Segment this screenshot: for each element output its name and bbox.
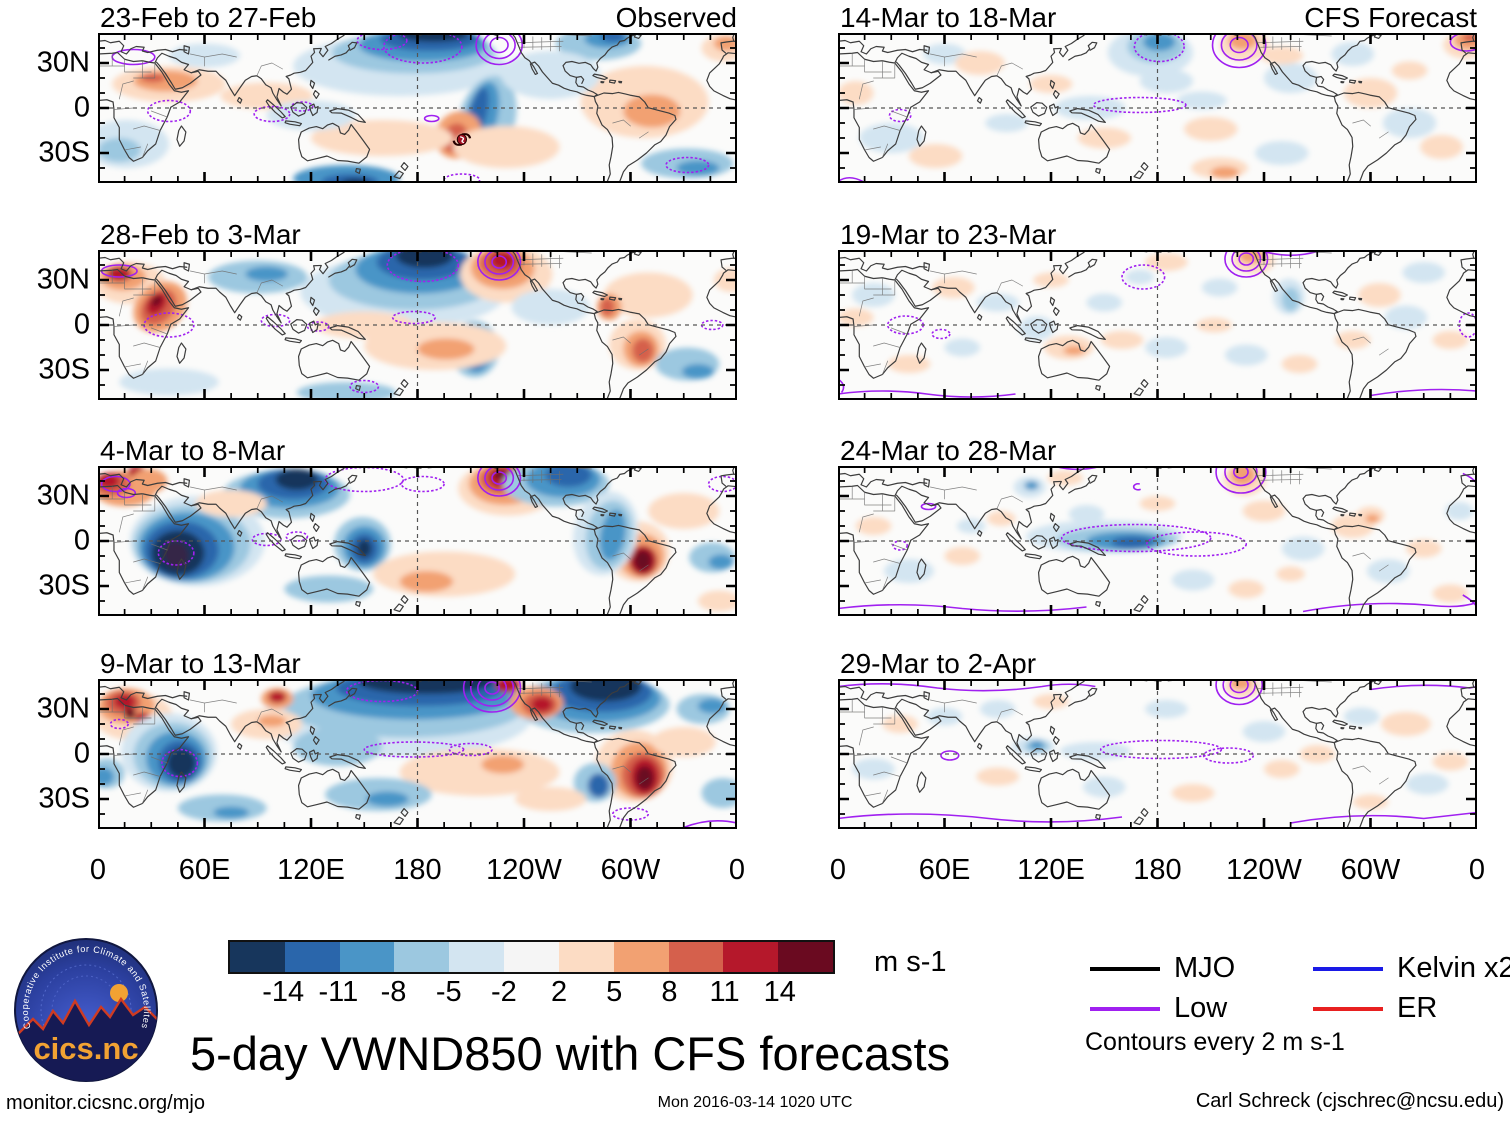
y-axis-labels: 30N 0 30S [10,33,90,183]
colorbar-level-label: 11 [709,976,740,1008]
map-panel-observed-3 [98,466,737,616]
legend-label: MJO [1174,952,1236,984]
colorbar-swatch [284,942,340,972]
x-tick-label: 120E [277,854,345,886]
y-tick-label: 30N [36,479,90,512]
colorbar-swatch [230,942,285,972]
y-tick-label: 0 [73,524,90,557]
tropical-cyclone-icon [452,133,472,146]
legend-item-low: Low [1090,992,1227,1025]
x-tick-label: 60E [178,854,231,886]
y-axis-labels: 30N 0 30S [10,679,90,829]
panel-right-label: CFS Forecast [1304,2,1477,33]
legend-label: Low [1174,992,1228,1024]
x-tick-label: 0 [728,854,746,886]
footer-timestamp: Mon 2016-03-14 1020 UTC [657,1094,853,1111]
map-panel-observed-1 [98,33,737,183]
y-tick-label: 0 [73,308,90,341]
y-tick-label: 0 [73,91,90,124]
x-tick-label: 0 [1468,854,1486,886]
map-panel-observed-4 [98,679,737,829]
x-tick-label: 120E [1017,854,1085,886]
map-panel-forecast-2 [838,250,1477,400]
y-tick-label: 30N [36,46,90,79]
colorbar-swatch [668,942,724,972]
panel-title: 19-Mar to 23-Mar [840,219,1057,250]
logo-name-text: cics.nc [33,1031,138,1066]
colorbar-level-label: 8 [661,976,678,1008]
x-tick-label: 60E [918,854,971,886]
x-tick-label: 180 [1133,854,1182,886]
legend-item-er: ER [1313,992,1437,1025]
panel-title: 14-Mar to 18-Mar [840,2,1057,33]
x-tick-label: 120W [1226,854,1302,886]
x-tick-label: 60W [600,854,661,886]
colorbar-swatch [449,942,505,972]
colorbar-swatch [778,942,833,972]
y-tick-label: 30S [38,353,90,386]
x-axis-labels-right: 0 60E 120E 180 120W 60W 0 [830,848,1485,890]
colorbar-level-label: -14 [262,976,305,1008]
x-tick-label: 180 [393,854,442,886]
y-tick-label: 0 [73,737,90,770]
map-panel-forecast-4 [838,679,1477,829]
y-axis-labels: 30N 0 30S [10,250,90,400]
panel-title: 9-Mar to 13-Mar [100,648,301,679]
x-tick-label: 0 [829,854,847,886]
panel-title: 24-Mar to 28-Mar [840,435,1057,466]
colorbar-level-label: 14 [763,976,796,1008]
y-axis-labels: 30N 0 30S [10,466,90,616]
colorbar: -14 -11 -8 -5 -2 2 5 8 11 14 [228,940,835,1010]
x-axis-labels-left: 0 60E 120E 180 120W 60W 0 [90,848,745,890]
colorbar-swatch [558,942,614,972]
legend-line [1313,1006,1383,1011]
map-panel-observed-2 [98,250,737,400]
panel-right-label: Observed [615,2,737,33]
figure-title: 5-day VWND850 with CFS forecasts [190,1027,951,1080]
colorbar-swatch [504,942,559,972]
colorbar-swatch [723,942,779,972]
colorbar-level-label: -2 [490,976,517,1008]
cicsnc-logo: Cooperative Institute for Climate and Sa… [14,938,158,1082]
colorbar-level-label: -5 [435,976,462,1008]
colorbar-units: m s-1 [874,946,947,978]
colorbar-swatch [613,942,669,972]
colorbar-level-label: 5 [606,976,623,1008]
y-tick-label: 30S [38,782,90,815]
legend-line [1313,966,1383,971]
colorbar-swatch [339,942,395,972]
panel-title: 23-Feb to 27-Feb [100,2,317,33]
contour-interval-note: Contours every 2 m s-1 [1085,1028,1345,1056]
legend-line [1090,966,1160,971]
map-panel-forecast-3 [838,466,1477,616]
legend-line [1090,1006,1160,1011]
legend-item-kelvin-x2: Kelvin x2 [1313,952,1510,985]
y-tick-label: 30N [36,692,90,725]
legend-label: ER [1397,992,1438,1024]
colorbar-swatch [394,942,450,972]
colorbar-level-label: -11 [318,976,359,1008]
panel-title: 29-Mar to 2-Apr [840,648,1037,679]
y-tick-label: 30S [38,136,90,169]
y-tick-label: 30N [36,263,90,296]
colorbar-level-label: -8 [380,976,407,1008]
y-tick-label: 30S [38,569,90,602]
colorbar-labels: -14 -11 -8 -5 -2 2 5 8 11 14 [228,974,835,1010]
colorbar-level-label: 2 [551,976,568,1008]
colorbar-swatches [228,940,835,974]
footer-credit: Carl Schreck (cjschrec@ncsu.edu) [1195,1090,1504,1112]
x-tick-label: 0 [89,854,107,886]
legend-label: Kelvin x2 [1397,952,1510,984]
x-tick-label: 60W [1340,854,1401,886]
panel-title: 4-Mar to 8-Mar [100,435,286,466]
legend-item-mjo: MJO [1090,952,1235,985]
x-tick-label: 120W [486,854,562,886]
footer-site-url: monitor.cicsnc.org/mjo [6,1092,205,1114]
map-panel-forecast-1 [838,33,1477,183]
panel-title: 28-Feb to 3-Mar [100,219,301,250]
